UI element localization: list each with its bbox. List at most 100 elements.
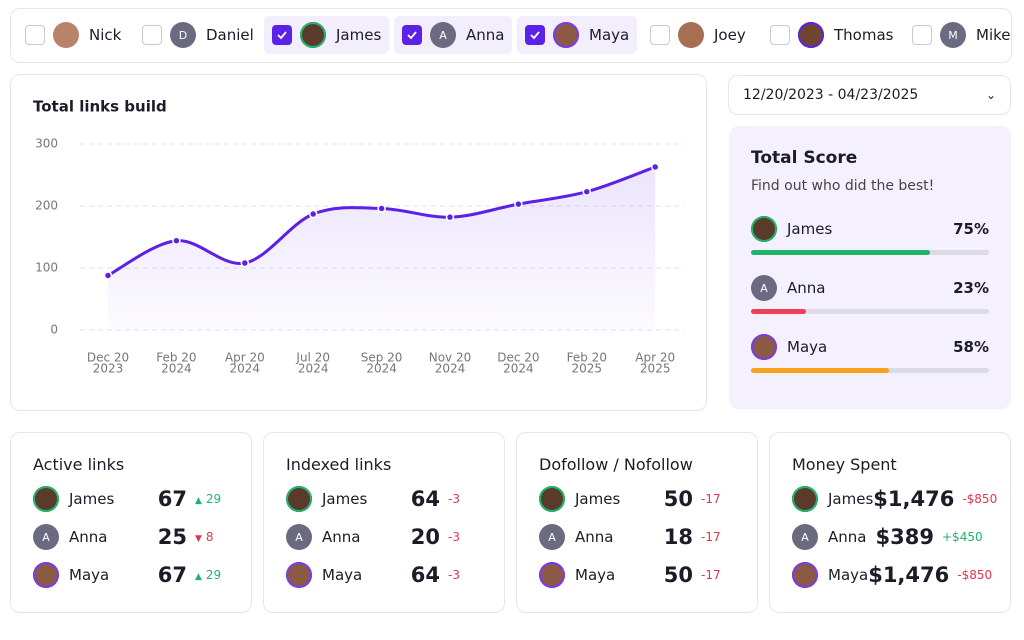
row-name: Maya xyxy=(575,566,616,584)
avatar-initial: M xyxy=(948,28,958,42)
score-value: 75% xyxy=(953,220,989,238)
filter-item[interactable]: James xyxy=(264,16,390,54)
row-value: 67 xyxy=(157,563,187,587)
avatar xyxy=(53,22,79,48)
card-row: Maya 67 ▲ 29 xyxy=(33,556,229,594)
avatar: M xyxy=(940,22,966,48)
area xyxy=(108,166,656,330)
filter-name: Daniel xyxy=(206,26,254,44)
avatar-initial: A xyxy=(42,530,50,544)
avatar: A xyxy=(286,524,312,550)
avatar: A xyxy=(539,524,565,550)
checkbox xyxy=(142,25,162,45)
row-value: $1,476 xyxy=(868,563,950,587)
row-delta: ▼ 8 xyxy=(195,530,229,544)
row-name: James xyxy=(322,490,368,508)
point xyxy=(240,258,250,268)
x-tick-label: Dec 20 xyxy=(497,351,539,365)
metric-card: Indexed links James 64 -3 A Anna 20 -3 Maya 64 -3 xyxy=(263,432,505,613)
filter-item[interactable]: M Mike xyxy=(904,16,1019,54)
avatar xyxy=(792,562,818,588)
score-track xyxy=(751,368,989,373)
score-value: 58% xyxy=(953,338,989,356)
row-name: James xyxy=(69,490,115,508)
x-tick-label: 2024 xyxy=(298,362,329,376)
point xyxy=(650,162,660,172)
point xyxy=(377,204,386,213)
row-delta: -17 xyxy=(701,492,735,506)
score-name: James xyxy=(787,220,833,238)
point xyxy=(582,187,592,196)
card-title: Dofollow / Nofollow xyxy=(539,455,693,474)
score-name: Anna xyxy=(787,279,826,297)
row-name: Anna xyxy=(69,528,108,546)
row-name: Anna xyxy=(575,528,614,546)
avatar-initial: A xyxy=(548,530,556,544)
row-delta: ▲ 29 xyxy=(195,492,229,506)
delta-text: +$450 xyxy=(942,530,983,544)
checkbox xyxy=(770,25,790,45)
x-tick-label: Jul 20 xyxy=(295,351,330,365)
card-title: Active links xyxy=(33,455,125,474)
avatar xyxy=(33,562,59,588)
point xyxy=(514,199,523,209)
metric-card: Money Spent James $1,476 -$850 A Anna $389 +$45… xyxy=(769,432,1011,613)
x-tick-label: 2025 xyxy=(640,362,671,376)
score-bar xyxy=(751,309,806,314)
row-name: Anna xyxy=(828,528,867,546)
x-tick-label: Apr 20 xyxy=(225,351,265,365)
metric-card: Dofollow / Nofollow James 50 -17 A Anna 18 -17 M… xyxy=(516,432,758,613)
avatar-initial: A xyxy=(760,281,768,295)
check-icon xyxy=(277,31,287,40)
row-name: Maya xyxy=(322,566,363,584)
score-head: James 75% xyxy=(751,210,989,248)
avatar-initial: A xyxy=(439,28,447,42)
x-tick-label: Feb 20 xyxy=(567,351,607,365)
card-row: A Anna 18 -17 xyxy=(539,518,735,556)
card-row: A Anna 20 -3 xyxy=(286,518,482,556)
date-dropdown[interactable]: 12/20/2023 - 04/23/2025 ⌄ xyxy=(728,75,1011,115)
delta-text: -$850 xyxy=(962,492,998,506)
filter-item[interactable]: Joey xyxy=(642,16,754,54)
x-tick-label: 2025 xyxy=(572,362,603,376)
filter-name: James xyxy=(336,26,382,44)
checkbox xyxy=(525,25,545,45)
card-row: James 67 ▲ 29 xyxy=(33,480,229,518)
row-name: Maya xyxy=(828,566,869,584)
delta-text: -3 xyxy=(448,530,460,544)
row-value: 18 xyxy=(663,525,693,549)
filter-item[interactable]: Thomas xyxy=(762,16,901,54)
x-tick-label: 2023 xyxy=(93,362,124,376)
chart-title: Total links build xyxy=(33,98,167,116)
check-icon xyxy=(407,31,417,40)
x-tick-label: Feb 20 xyxy=(156,351,196,365)
x-tick-label: 2024 xyxy=(161,362,192,376)
point xyxy=(172,236,181,245)
avatar xyxy=(300,22,326,48)
avatar xyxy=(798,22,824,48)
point xyxy=(445,212,455,222)
card-title: Indexed links xyxy=(286,455,392,474)
filter-item[interactable]: A Anna xyxy=(394,16,513,54)
avatar xyxy=(286,486,312,512)
x-tick-label: 2024 xyxy=(366,362,397,376)
avatar-initial: A xyxy=(295,530,303,544)
checkbox xyxy=(402,25,422,45)
filter-item[interactable]: D Daniel xyxy=(134,16,262,54)
avatar: D xyxy=(170,22,196,48)
filter-name: Mike xyxy=(976,26,1011,44)
score-value: 23% xyxy=(953,279,989,297)
row-delta: ▲ 29 xyxy=(195,568,229,582)
delta-text: -$850 xyxy=(957,568,993,582)
x-tick-label: Nov 20 xyxy=(429,351,472,365)
checkbox xyxy=(272,25,292,45)
score-title: Total Score xyxy=(751,148,858,168)
row-name: James xyxy=(828,490,874,508)
filter-item[interactable]: Maya xyxy=(517,16,638,54)
card-row: James 50 -17 xyxy=(539,480,735,518)
row-delta: +$450 xyxy=(942,530,988,544)
filter-item[interactable]: Nick xyxy=(17,16,129,54)
card-row: James 64 -3 xyxy=(286,480,482,518)
score-track xyxy=(751,309,989,314)
